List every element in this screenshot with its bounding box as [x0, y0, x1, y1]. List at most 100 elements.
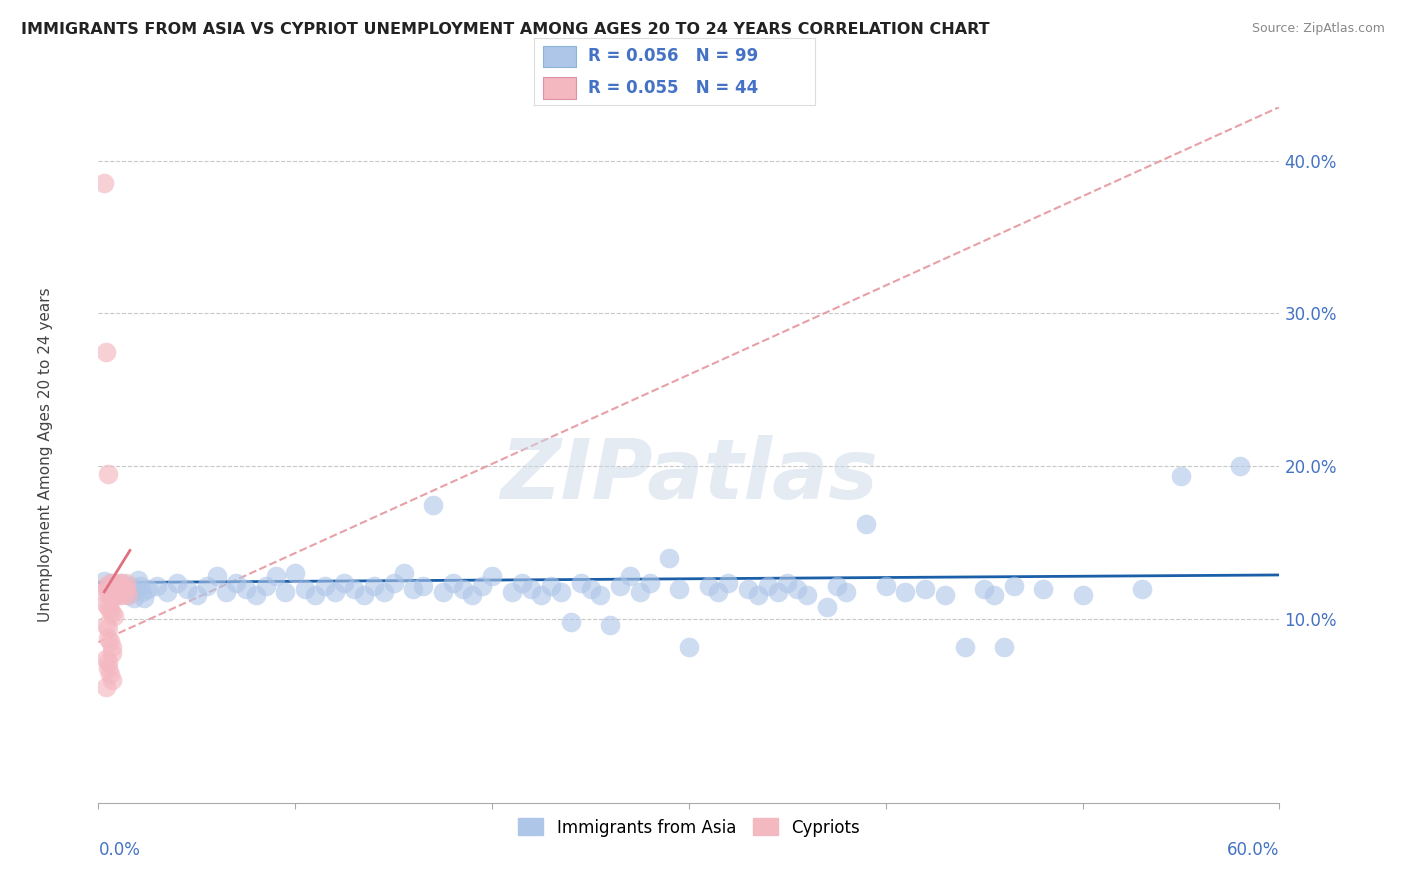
Point [855, 517, 877, 532]
Point [96, 344, 118, 359]
Text: ZIPatlas: ZIPatlas [501, 435, 877, 516]
FancyBboxPatch shape [543, 78, 576, 99]
Point [96, 618, 118, 632]
Point [96, 652, 118, 666]
Legend: Immigrants from Asia, Cypriots: Immigrants from Asia, Cypriots [512, 812, 866, 843]
Point [117, 588, 139, 602]
Text: 0.0%: 0.0% [98, 841, 141, 859]
Point [101, 646, 124, 660]
Point [98, 603, 121, 617]
Point [101, 582, 124, 596]
Point [510, 575, 533, 590]
Point [914, 582, 936, 596]
Point [131, 584, 153, 599]
Point [471, 579, 494, 593]
Text: 60.0%: 60.0% [1227, 841, 1279, 859]
Point [97, 584, 120, 599]
Point [776, 575, 799, 590]
Point [1170, 468, 1192, 483]
Point [103, 609, 125, 624]
Point [747, 588, 769, 602]
Point [1229, 459, 1251, 474]
Point [766, 584, 789, 599]
Point [97, 622, 120, 636]
Point [103, 579, 125, 593]
Point [402, 582, 425, 596]
Point [432, 584, 454, 599]
Point [599, 618, 621, 632]
Text: Source: ZipAtlas.com: Source: ZipAtlas.com [1251, 22, 1385, 36]
Point [107, 588, 129, 602]
Point [835, 584, 858, 599]
Point [983, 588, 1005, 602]
Point [1130, 582, 1153, 596]
Point [115, 582, 138, 596]
Point [186, 588, 208, 602]
Point [101, 591, 124, 605]
Point [284, 566, 307, 581]
Point [112, 582, 135, 596]
Point [619, 569, 641, 583]
Point [101, 588, 124, 602]
Point [108, 584, 131, 599]
Point [412, 579, 434, 593]
Point [333, 575, 356, 590]
Point [1071, 588, 1094, 602]
Point [108, 575, 131, 590]
Point [105, 588, 128, 602]
Point [97, 661, 120, 675]
Point [101, 640, 124, 654]
Point [101, 606, 124, 620]
Point [274, 584, 297, 599]
Text: R = 0.056   N = 99: R = 0.056 N = 99 [588, 47, 758, 65]
Point [392, 566, 415, 581]
Point [122, 591, 145, 605]
Point [894, 584, 917, 599]
Point [105, 582, 128, 596]
Point [125, 582, 148, 596]
Point [668, 582, 690, 596]
Point [97, 467, 120, 481]
Point [343, 582, 366, 596]
Point [111, 582, 134, 596]
Text: IMMIGRANTS FROM ASIA VS CYPRIOT UNEMPLOYMENT AMONG AGES 20 TO 24 YEARS CORRELATI: IMMIGRANTS FROM ASIA VS CYPRIOT UNEMPLOY… [21, 22, 990, 37]
Point [628, 584, 651, 599]
Point [697, 579, 720, 593]
Point [176, 582, 198, 596]
Point [254, 579, 277, 593]
Point [569, 575, 592, 590]
Point [993, 640, 1015, 654]
Point [98, 584, 121, 599]
Point [520, 582, 543, 596]
Point [560, 615, 582, 630]
Point [93, 177, 115, 191]
FancyBboxPatch shape [543, 45, 576, 67]
Point [550, 584, 572, 599]
Point [112, 584, 135, 599]
Point [373, 584, 395, 599]
Point [101, 673, 124, 688]
Point [93, 584, 115, 599]
Point [112, 579, 135, 593]
Point [105, 575, 128, 590]
Point [98, 667, 121, 681]
Point [132, 591, 155, 605]
Point [156, 584, 179, 599]
Point [796, 588, 818, 602]
Point [451, 582, 474, 596]
Point [205, 569, 228, 583]
Point [441, 575, 464, 590]
Point [96, 680, 118, 694]
Point [638, 575, 661, 590]
Point [294, 582, 316, 596]
Point [973, 582, 995, 596]
Point [97, 631, 120, 645]
Point [737, 582, 759, 596]
Point [678, 640, 700, 654]
Point [609, 579, 631, 593]
Point [658, 551, 681, 566]
Point [101, 575, 124, 590]
Point [117, 588, 139, 602]
Point [264, 569, 287, 583]
Point [934, 588, 956, 602]
